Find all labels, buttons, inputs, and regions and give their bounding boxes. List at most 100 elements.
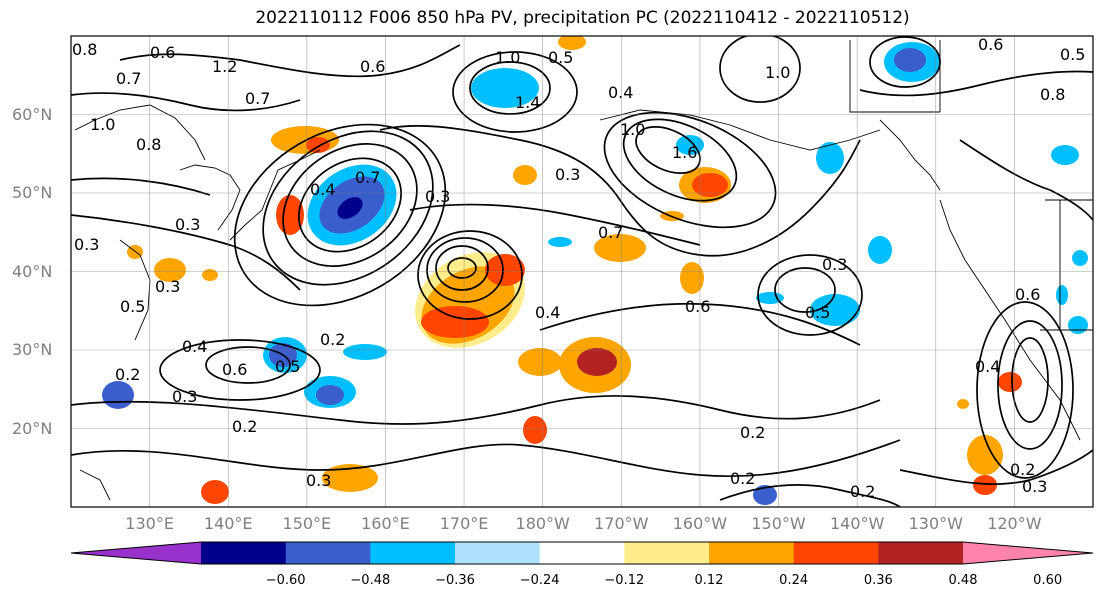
contour-label: 0.6 xyxy=(360,57,385,76)
contour-label: 1.0 xyxy=(495,48,520,67)
precip-orange-area xyxy=(998,372,1022,392)
pv-contour-line xyxy=(452,51,578,133)
map-frame xyxy=(70,35,1094,508)
precip-blue-area xyxy=(316,385,344,405)
contour-label: 1.4 xyxy=(515,93,540,112)
colorbar-tick-label: −0.48 xyxy=(350,573,391,588)
colorbar-swatch xyxy=(201,542,287,564)
colorbar-tick-label: 0.48 xyxy=(948,573,978,588)
longitude-label: 170°W xyxy=(594,514,649,533)
latitude-label: 40°N xyxy=(12,261,53,281)
coastline-korea-china xyxy=(119,239,151,341)
pv-contour-line xyxy=(447,257,477,279)
precip-orange-area xyxy=(518,348,562,376)
precip-blue-area xyxy=(1072,250,1088,266)
contour-label: 0.8 xyxy=(72,40,97,59)
latitude-label: 20°N xyxy=(12,418,53,438)
pv-contour-line xyxy=(119,44,461,78)
pv-contour-line xyxy=(426,237,504,303)
precip-blue-area xyxy=(1068,316,1088,334)
coastline-aleutians xyxy=(599,109,881,151)
contour-label: 0.3 xyxy=(822,255,847,274)
pv-contour-line xyxy=(417,230,523,320)
precip-orange-area xyxy=(558,36,586,50)
pv-contour-line xyxy=(1011,337,1049,423)
colorbar-tick-label: −0.12 xyxy=(604,573,645,588)
longitude-label: 160°E xyxy=(361,514,410,533)
pv-contour-line xyxy=(603,111,777,229)
precip-orange-area xyxy=(485,254,525,286)
pv-contour-line xyxy=(435,245,489,291)
colorbar-swatch xyxy=(878,542,964,564)
colorbar-extend-high xyxy=(963,542,1093,564)
colorbar-swatch xyxy=(455,542,541,564)
precip-orange-area xyxy=(201,480,229,504)
precip-orange-area xyxy=(306,137,330,153)
colorbar-outline xyxy=(70,541,1094,565)
coastlines xyxy=(74,40,1093,501)
colorbar-swatch xyxy=(793,542,879,564)
precip-orange-area xyxy=(421,306,489,338)
colorbar-tick-label: −0.24 xyxy=(519,573,560,588)
precip-blue-area xyxy=(753,485,777,505)
pv-contour-line xyxy=(976,301,1074,479)
contour-label: 0.3 xyxy=(425,187,450,206)
precip-orange-area xyxy=(594,234,646,262)
contour-value-labels: 0.8 0.7 1.2 0.6 0.7 0.6 1.0 1.4 0.5 0.4 … xyxy=(72,35,1085,501)
longitude-label: 160°W xyxy=(672,514,728,533)
contour-label: 0.4 xyxy=(608,83,633,102)
pv-contour-line xyxy=(159,339,321,401)
pv-contour-line xyxy=(959,139,1093,221)
pv-contour-line xyxy=(859,70,1093,97)
precip-orange-area xyxy=(202,269,218,281)
contour-label: 0.6 xyxy=(978,35,1003,54)
contour-label: 0.5 xyxy=(120,297,145,316)
longitude-label: 150°E xyxy=(282,514,332,533)
precip-orange-area xyxy=(692,173,728,197)
longitude-label: 140°W xyxy=(829,514,885,533)
contour-label: 0.2 xyxy=(320,330,345,349)
contour-label: 0.3 xyxy=(155,277,180,296)
contour-label: 0.4 xyxy=(182,337,207,356)
contour-label: 0.2 xyxy=(850,482,875,501)
pv-contour-line xyxy=(719,36,801,103)
contour-label: 0.5 xyxy=(805,303,830,322)
contour-label: 0.7 xyxy=(598,223,623,242)
gridlines xyxy=(71,36,1093,507)
contour-label: 0.6 xyxy=(222,360,247,379)
pv-contour-line xyxy=(899,449,1093,485)
contour-label: 0.7 xyxy=(355,168,380,187)
contour-label: 1.0 xyxy=(765,63,790,82)
map-title: 2022110112 F006 850 hPa PV, precipitatio… xyxy=(255,8,910,28)
longitude-label: 140°E xyxy=(203,514,253,533)
contour-label: 0.2 xyxy=(730,469,755,488)
contour-label: 0.8 xyxy=(1040,85,1065,104)
contour-label: 1.0 xyxy=(90,115,115,134)
pv-contour-line xyxy=(719,483,901,507)
contour-label: 0.2 xyxy=(115,365,140,384)
contour-label: 0.4 xyxy=(975,357,1000,376)
coastline-asia xyxy=(179,164,241,231)
colorbar-tick-label: −0.60 xyxy=(265,573,306,588)
precip-blue-area xyxy=(868,236,892,264)
pv-contours xyxy=(71,36,1093,507)
contour-label: 0.3 xyxy=(175,215,200,234)
longitude-label: 120°W xyxy=(987,514,1042,533)
pv-contour-line xyxy=(774,267,836,313)
precip-orange-area xyxy=(154,258,186,282)
colorbar-tick-label: −0.36 xyxy=(435,573,475,588)
pv-contour-line xyxy=(233,123,447,307)
contour-label: 0.5 xyxy=(548,48,573,67)
colorbar-tick-label: 0.36 xyxy=(863,573,893,588)
pv-contour-line xyxy=(622,118,738,202)
contour-label: 0.8 xyxy=(136,135,161,154)
contour-label: 0.2 xyxy=(1010,460,1035,479)
contour-label: 0.6 xyxy=(150,43,175,62)
contour-label: 0.3 xyxy=(306,471,331,490)
pv-contour-line xyxy=(635,126,701,174)
pv-contour-line xyxy=(71,395,881,425)
precip-orange-area xyxy=(513,165,537,185)
pv-contour-line xyxy=(539,302,861,346)
colorbar-swatch xyxy=(539,542,625,564)
